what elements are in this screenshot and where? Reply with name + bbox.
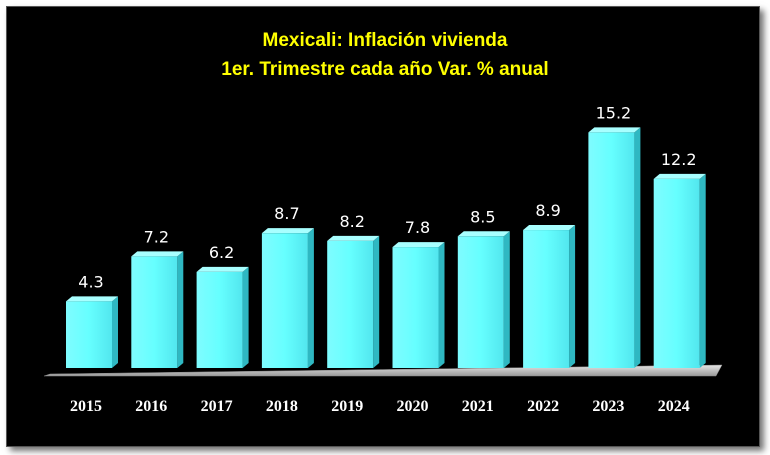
bar-2016 (131, 251, 184, 368)
data-label-2016: 7.2 (144, 227, 169, 246)
data-label-2023: 15.2 (596, 103, 632, 122)
bar-2023 (588, 127, 641, 369)
data-label-2021: 8.5 (470, 207, 495, 226)
x-tick-label-2024: 2024 (658, 398, 690, 415)
bar-2024 (653, 173, 706, 368)
data-label-2024: 12.2 (661, 150, 697, 169)
x-tick-label-2022: 2022 (527, 398, 559, 415)
data-label-2017: 6.2 (209, 243, 234, 262)
x-tick-label-2021: 2021 (462, 398, 494, 415)
chart-title-line-2: 1er. Trimestre cada año Var. % anual (221, 59, 548, 80)
chart-title-line-1: Mexicali: Inflación vivienda (263, 30, 508, 51)
x-tick-label-2018: 2018 (266, 398, 298, 415)
x-tick-label-2017: 2017 (201, 398, 233, 415)
data-label-2019: 8.2 (339, 212, 364, 231)
bar-2018 (261, 228, 314, 368)
x-tick-label-2020: 2020 (397, 398, 429, 415)
x-tick-label-2023: 2023 (592, 398, 624, 415)
bar-2020 (392, 242, 445, 368)
bar-2017 (196, 266, 249, 368)
data-label-2018: 8.7 (274, 204, 299, 223)
data-label-2022: 8.9 (535, 201, 560, 220)
data-label-2015: 4.3 (78, 272, 103, 291)
bar-2022 (523, 225, 576, 368)
x-tick-label-2019: 2019 (331, 398, 363, 415)
bar-2021 (457, 231, 510, 368)
x-tick-label-2015: 2015 (70, 398, 102, 415)
data-label-2020: 7.8 (405, 218, 430, 237)
bar-2019 (327, 235, 380, 368)
bar-2015 (66, 296, 118, 368)
x-tick-label-2016: 2016 (135, 398, 167, 415)
